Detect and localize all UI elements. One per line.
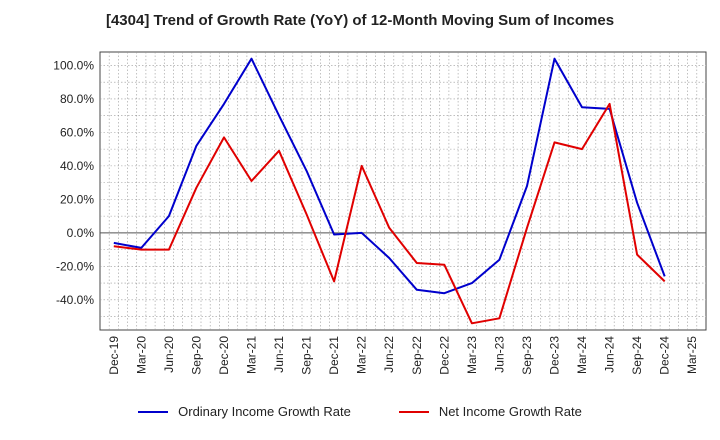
legend-swatch-ordinary	[138, 410, 169, 413]
y-tick-label: -20.0%	[56, 259, 94, 273]
x-tick-label: Sep-20	[189, 336, 203, 375]
x-tick-label: Mar-23	[465, 336, 479, 374]
y-tick-label: 80.0%	[60, 92, 94, 106]
y-tick-label: 60.0%	[60, 125, 94, 139]
x-tick-label: Mar-25	[685, 336, 699, 374]
x-tick-labels: Dec-19 Mar-20 Jun-20 Sep-20 Dec-20 Mar-21 Jun-…	[107, 336, 699, 375]
legend-item-net: Net Income Growth Rate	[398, 404, 582, 419]
x-tick-label: Sep-24	[630, 336, 644, 375]
x-tick-label: Mar-20	[134, 336, 148, 374]
legend-item-ordinary: Ordinary Income Growth Rate	[138, 404, 351, 419]
y-tick-label: 0.0%	[67, 226, 95, 240]
x-tick-label: Mar-22	[355, 336, 369, 374]
x-tick-label: Sep-21	[300, 336, 314, 375]
chart-title: [4304] Trend of Growth Rate (YoY) of 12-…	[105, 12, 615, 29]
x-tick-label: Jun-24	[603, 336, 617, 373]
x-tick-label: Dec-24	[658, 336, 672, 375]
x-tick-label: Dec-22	[437, 336, 451, 375]
y-tick-labels: 100.0% 80.0% 60.0% 40.0% 20.0% 0.0% -20.0% -40.…	[53, 58, 94, 306]
x-tick-label: Dec-19	[107, 336, 121, 375]
x-tick-label: Mar-21	[245, 336, 259, 374]
x-tick-label: Mar-24	[575, 336, 589, 374]
series-line-net-income	[113, 102, 666, 325]
x-tick-label: Sep-22	[410, 336, 424, 375]
y-tick-label: 20.0%	[60, 192, 94, 206]
legend-label-ordinary: Ordinary Income Growth Rate	[178, 404, 351, 419]
legend-swatch-net	[398, 410, 429, 413]
x-tick-label: Jun-20	[162, 336, 176, 373]
x-tick-label: Dec-20	[217, 336, 231, 375]
x-tick-label: Sep-23	[520, 336, 534, 375]
x-tick-label: Jun-21	[272, 336, 286, 373]
x-tick-label: Jun-22	[382, 336, 396, 373]
legend: Ordinary Income Growth Rate Net Income G…	[0, 404, 720, 419]
y-tick-label: 100.0%	[53, 58, 94, 72]
x-tick-label: Jun-23	[492, 336, 506, 373]
series-layer	[113, 57, 666, 325]
x-tick-label: Dec-21	[327, 336, 341, 375]
y-tick-label: 40.0%	[60, 159, 94, 173]
x-tick-label: Dec-23	[548, 336, 562, 375]
legend-label-net: Net Income Growth Rate	[438, 404, 582, 419]
y-tick-label: -40.0%	[56, 293, 94, 307]
plot-area	[99, 51, 707, 331]
series-line-ordinary-income	[113, 57, 666, 295]
